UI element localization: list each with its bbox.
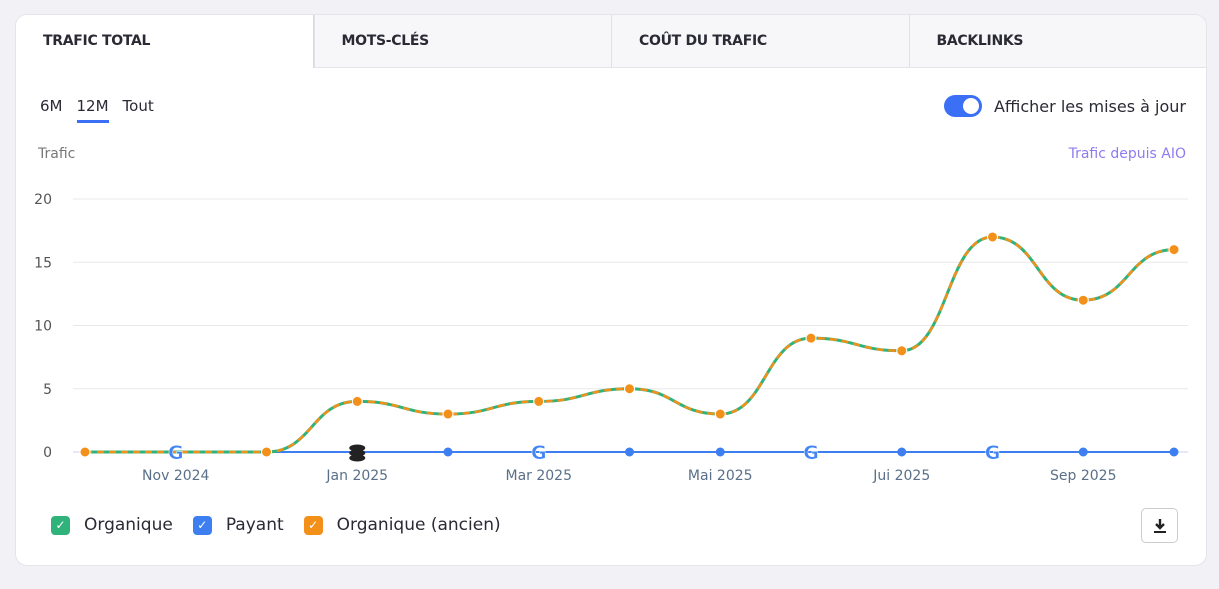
data-point-payant — [715, 447, 725, 457]
legend-label: Organique — [84, 515, 173, 535]
x-tick-label: Sep 2025 — [1050, 468, 1116, 484]
data-point-organique-ancien — [1077, 294, 1089, 306]
tab-trafic-total[interactable]: TRAFIC TOTAL — [16, 15, 314, 68]
data-point-organique-ancien — [442, 408, 454, 420]
period-6m[interactable]: 6M — [40, 97, 63, 115]
data-point-organique-ancien — [261, 446, 272, 458]
checkbox-icon: ✓ — [51, 515, 70, 535]
series-line-organique — [85, 235, 1175, 454]
download-button[interactable] — [1141, 508, 1178, 543]
y-tick-label: 15 — [34, 255, 52, 271]
y-axis-label: Trafic — [38, 146, 76, 162]
google-update-icon: G — [803, 442, 819, 464]
data-point-organique-ancien — [533, 395, 545, 407]
y-tick-label: 20 — [34, 192, 52, 208]
google-update-icon: G — [168, 442, 184, 464]
aio-traffic-link[interactable]: Trafic depuis AIO — [1068, 146, 1186, 162]
y-tick-label: 10 — [34, 319, 52, 335]
data-point-payant — [1078, 447, 1088, 457]
x-tick-label: Nov 2024 — [142, 468, 209, 484]
data-point-organique-ancien — [1168, 244, 1180, 256]
tab-cout-du-trafic[interactable]: COÛT DU TRAFIC — [611, 15, 909, 68]
data-point-organique-ancien — [805, 332, 817, 344]
data-point-organique-ancien — [987, 231, 998, 243]
data-point-payant — [1169, 447, 1179, 457]
google-update-icon: G — [531, 442, 547, 464]
y-tick-label: 5 — [43, 382, 52, 398]
legend-organique-ancien[interactable]: ✓ Organique (ancien) — [303, 515, 501, 535]
x-tick-label: Jui 2025 — [872, 468, 930, 484]
data-point-organique-ancien — [79, 446, 91, 458]
legend-label: Organique (ancien) — [336, 515, 501, 535]
database-icon — [349, 449, 366, 457]
y-tick-label: 0 — [43, 445, 52, 461]
checkbox-icon: ✓ — [303, 515, 323, 535]
data-point-payant — [897, 447, 907, 457]
period-all[interactable]: Tout — [122, 97, 154, 115]
checkbox-icon: ✓ — [192, 515, 212, 535]
tab-mots-cles[interactable]: MOTS-CLÉS — [313, 15, 611, 68]
data-point-organique-ancien — [896, 345, 908, 357]
series-line-organique-ancien — [85, 235, 1175, 454]
data-point-payant — [443, 447, 453, 457]
x-tick-label: Mar 2025 — [506, 468, 573, 484]
x-tick-label: Mai 2025 — [688, 468, 753, 484]
legend-payant[interactable]: ✓ Payant — [192, 515, 284, 535]
data-point-organique-ancien — [351, 395, 363, 407]
show-updates-toggle[interactable] — [943, 95, 982, 117]
legend-organique[interactable]: ✓ Organique — [51, 515, 173, 535]
database-icon — [349, 444, 366, 452]
database-icon — [349, 454, 366, 462]
google-update-icon: G — [985, 442, 1001, 464]
data-point-payant — [625, 447, 634, 457]
traffic-chart: 0 5 10 15 20 Nov 2024 Jan 2025 Mar 2025 Mai 2025… — [34, 192, 1188, 484]
x-tick-label: Jan 2025 — [325, 468, 388, 484]
data-point-organique-ancien — [714, 408, 726, 420]
data-point-organique-ancien — [624, 383, 635, 395]
traffic-card: TRAFIC TOTAL MOTS-CLÉS COÛT DU TRAFIC BA… — [15, 14, 1207, 566]
show-updates-label: Afficher les mises à jour — [993, 96, 1186, 116]
download-icon — [1153, 518, 1166, 533]
legend-label: Payant — [225, 515, 284, 535]
period-12m[interactable]: 12M — [76, 97, 109, 123]
tab-backlinks[interactable]: BACKLINKS — [908, 15, 1206, 68]
